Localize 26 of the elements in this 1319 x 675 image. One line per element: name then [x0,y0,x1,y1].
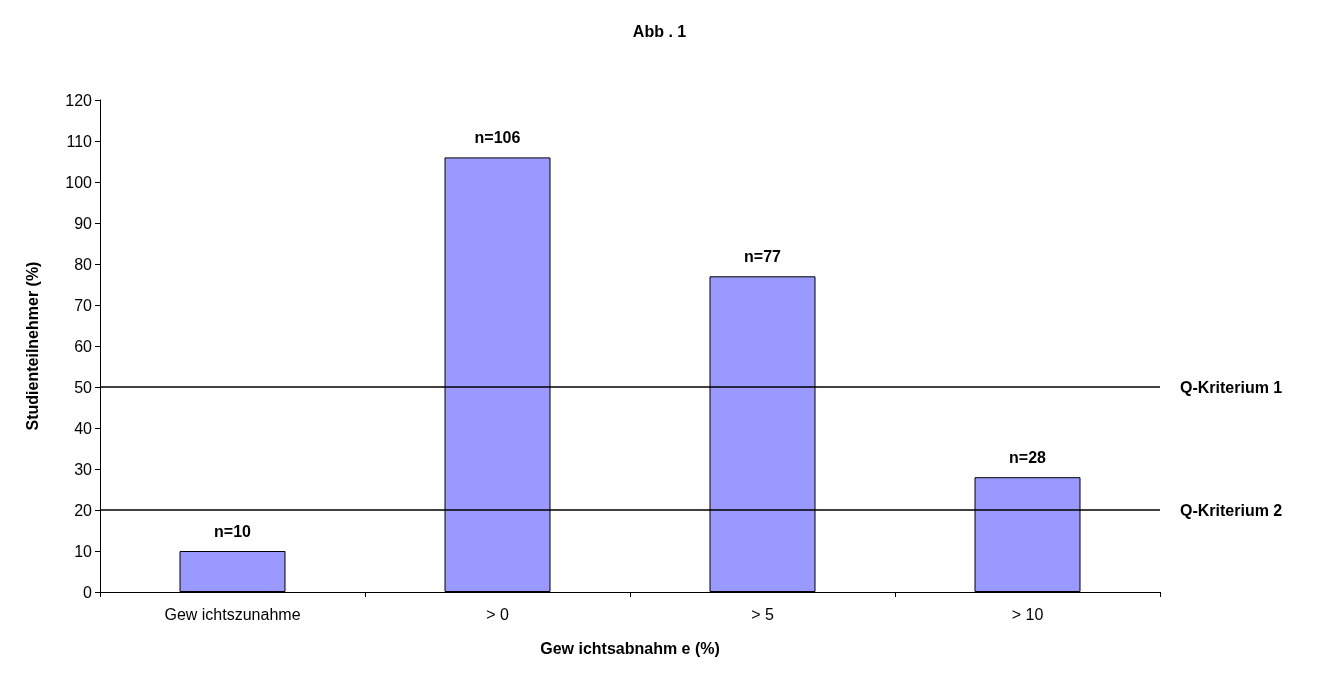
y-tick-label: 120 [65,91,93,109]
y-tick-label: 80 [74,255,93,273]
y-tick-label: 90 [74,214,93,232]
y-tick-label: 40 [74,419,93,437]
data-label: n=106 [474,128,521,146]
ref-line-label: Q-Kriterium 2 [1180,501,1283,519]
y-tick-label: 20 [74,501,93,519]
y-tick-label: 110 [66,132,93,150]
y-axis-title: Studienteilnehmer (%) [23,261,41,431]
x-tick-label: > 10 [1011,605,1044,623]
y-tick-label: 50 [74,378,93,396]
y-tick-label: 10 [74,542,93,560]
y-tick-label: 60 [74,337,93,355]
data-label: n=77 [744,247,782,265]
y-tick-label: 70 [74,296,93,314]
chart-title: Abb . 1 [632,22,687,40]
y-tick-label: 100 [65,173,93,191]
data-label: n=10 [214,522,252,540]
y-tick-label: 30 [74,460,93,478]
x-tick-label: Gew ichtszunahme [164,605,301,623]
ref-line-label: Q-Kriterium 1 [1180,378,1283,396]
y-tick-label: 0 [83,583,93,601]
x-tick-label: > 5 [751,605,774,623]
x-tick-label: > 0 [486,605,509,623]
data-label: n=28 [1009,448,1047,466]
x-axis-title: Gew ichtsabnahm e (%) [540,639,720,657]
